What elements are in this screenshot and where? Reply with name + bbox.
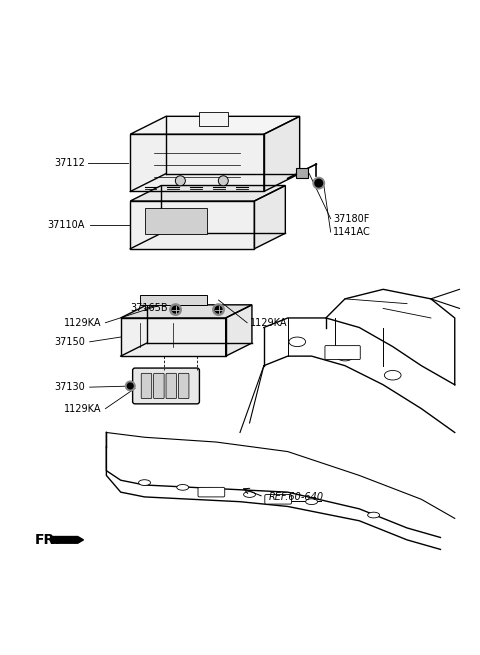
Text: 1129KA: 1129KA: [64, 318, 102, 328]
Text: 1129KA: 1129KA: [64, 403, 102, 413]
Text: FR.: FR.: [35, 533, 60, 547]
Polygon shape: [226, 305, 252, 356]
FancyBboxPatch shape: [199, 111, 228, 126]
Circle shape: [177, 177, 184, 185]
FancyBboxPatch shape: [154, 373, 164, 399]
Circle shape: [172, 307, 179, 313]
Ellipse shape: [306, 499, 318, 504]
Circle shape: [215, 307, 222, 313]
FancyBboxPatch shape: [325, 346, 360, 360]
Ellipse shape: [289, 337, 306, 346]
Ellipse shape: [336, 351, 353, 361]
Text: 37165B: 37165B: [130, 303, 168, 313]
Polygon shape: [120, 305, 252, 318]
Circle shape: [315, 179, 323, 187]
Circle shape: [127, 383, 133, 389]
Text: 1141AC: 1141AC: [333, 227, 371, 237]
Text: 37180F: 37180F: [333, 214, 370, 224]
Circle shape: [176, 176, 185, 185]
Circle shape: [125, 381, 135, 391]
Polygon shape: [130, 117, 300, 134]
Polygon shape: [254, 185, 285, 249]
Circle shape: [313, 178, 324, 189]
Polygon shape: [51, 536, 84, 543]
FancyBboxPatch shape: [198, 487, 225, 497]
Circle shape: [213, 304, 224, 315]
Text: 37130: 37130: [54, 382, 85, 392]
FancyBboxPatch shape: [179, 373, 189, 399]
Ellipse shape: [243, 492, 255, 497]
Ellipse shape: [368, 512, 380, 518]
FancyBboxPatch shape: [296, 168, 308, 178]
FancyBboxPatch shape: [132, 368, 199, 404]
Polygon shape: [130, 185, 285, 201]
FancyBboxPatch shape: [166, 373, 177, 399]
FancyBboxPatch shape: [144, 208, 206, 234]
Text: 37112: 37112: [54, 158, 85, 168]
Text: REF.60-640: REF.60-640: [269, 492, 324, 502]
Text: 37150: 37150: [54, 337, 85, 346]
Text: 1129KA: 1129KA: [250, 318, 287, 328]
Ellipse shape: [384, 371, 401, 380]
Circle shape: [218, 176, 228, 185]
Polygon shape: [264, 117, 300, 191]
Text: 37110A: 37110A: [48, 220, 85, 230]
FancyBboxPatch shape: [140, 295, 206, 305]
FancyBboxPatch shape: [265, 495, 291, 504]
Polygon shape: [120, 318, 226, 356]
Polygon shape: [130, 134, 264, 191]
Polygon shape: [130, 201, 254, 249]
Ellipse shape: [139, 479, 151, 485]
FancyBboxPatch shape: [141, 373, 152, 399]
Ellipse shape: [177, 485, 189, 490]
Circle shape: [219, 177, 227, 185]
Circle shape: [170, 304, 181, 315]
